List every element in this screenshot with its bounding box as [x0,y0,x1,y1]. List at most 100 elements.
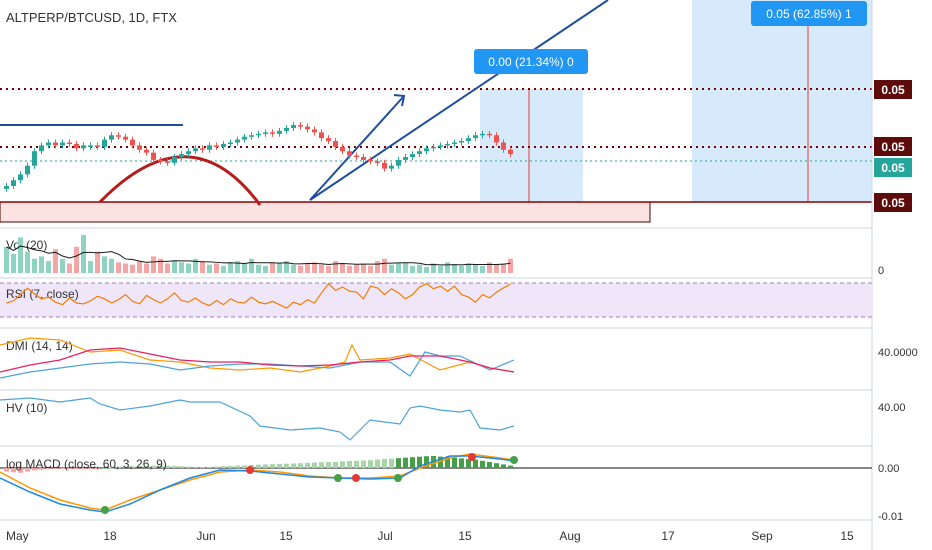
macd-hist-bar [389,458,394,468]
macd-hist-bar [445,457,450,468]
volume-bar [81,235,86,273]
candle [32,151,37,166]
macd-cross-bull-1 [101,506,109,514]
macd-hist-bar [151,465,156,468]
candle [424,148,429,152]
macd-label: log MACD (close, 60, 3, 26, 9) [6,457,167,471]
candle [438,145,443,147]
volume-bar [116,262,121,273]
macd-hist-bar [207,466,212,468]
time-tick-jul: Jul [377,529,392,543]
price-label-1: 0.05 [874,80,912,99]
measurement-badge-1[interactable]: 0.00 (21.34%) 0 [474,49,588,74]
volume-bar [74,246,79,273]
volume-bar [459,265,464,273]
price-label-3-bg [874,193,912,212]
candle [11,180,16,186]
adx-line [0,347,515,373]
macd-hist-bar [319,462,324,468]
candle [39,145,44,152]
candle [368,159,373,162]
macd-pane: log MACD (close, 60, 3, 26, 9) 0.00 -0.0… [0,453,903,523]
price-label-current: 0.05 [874,158,912,177]
volume-bar [403,262,408,273]
range-fill-1 [480,89,583,202]
candle [473,135,478,139]
macd-hist-bar [242,465,247,468]
volume-bar [333,261,338,273]
volume-bar [291,264,296,273]
price-label-1-text: 0.05 [881,83,905,97]
macd-hist-bar [109,467,114,469]
rsi-pane: RSI (7, close) [0,282,872,318]
range-fill-2 [692,0,872,202]
candle [277,130,282,134]
macd-hist-bar [88,468,93,469]
volume-bar [235,261,240,273]
rounding-arc[interactable] [98,155,262,206]
price-label-3: 0.05 [874,193,912,212]
volume-bar [466,263,471,273]
macd-hist-bar [172,465,177,468]
candle [53,142,58,146]
macd-hist-bar [494,463,499,468]
candle [144,149,149,153]
macd-hist-bar [396,458,401,468]
volume-bar [151,256,156,273]
volume-bar [312,262,317,273]
macd-hist-bar [298,463,303,468]
price-label-1-bg [874,80,912,99]
macd-hist-bar [452,457,457,468]
volume-bar [207,264,212,273]
macd-hist-bar [354,460,359,468]
candle [480,133,485,136]
macd-hist-bar [221,466,226,468]
volume-bar [270,262,275,273]
volume-pane: Vol (20) 0 [4,235,884,277]
candle [95,145,100,147]
volume-bar [123,263,128,273]
trend-arrow-line[interactable] [309,95,405,201]
candle [389,165,394,169]
macd-axis-neg: -0.01 [878,511,903,523]
time-tick-17: 17 [661,529,675,543]
candle [319,132,324,139]
macd-hist-bar [81,468,86,470]
candle [228,142,233,144]
macd-hist-bar [417,456,422,468]
trend-line-long[interactable] [309,0,609,201]
macd-hist-bar [200,467,205,469]
measurement-range-1[interactable] [480,89,583,202]
candle [179,154,184,157]
candle [312,129,317,133]
macd-hist-bar [368,460,373,468]
macd-hist-bar [480,460,485,468]
macd-hist-bar [214,466,219,468]
price-label-current-bg [874,158,912,177]
volume-bar [298,265,303,273]
volume-bar [305,263,310,273]
candle [333,141,338,147]
candle [382,162,387,169]
volume-bar [144,263,149,273]
candle [340,146,345,152]
volume-bar [95,251,100,273]
support-zone[interactable] [0,201,651,223]
measurement-badge-2[interactable]: 0.05 (62.85%) 1 [751,1,867,26]
volume-bar [361,263,366,273]
macd-hist-bar [256,464,261,468]
volume-ma-line [6,245,511,266]
macd-hist-bar [165,465,170,468]
macd-hist-bar [4,468,9,472]
macd-hist-bar [382,459,387,468]
macd-signal-line [0,453,515,511]
macd-hist-bar [193,466,198,468]
rsi-line [6,282,511,309]
macd-hist-bar [284,463,289,468]
volume-bar [375,261,380,273]
macd-hist-bar [270,464,275,468]
candle [417,151,422,155]
macd-hist-bar [305,462,310,468]
measurement-range-2[interactable] [692,0,872,202]
